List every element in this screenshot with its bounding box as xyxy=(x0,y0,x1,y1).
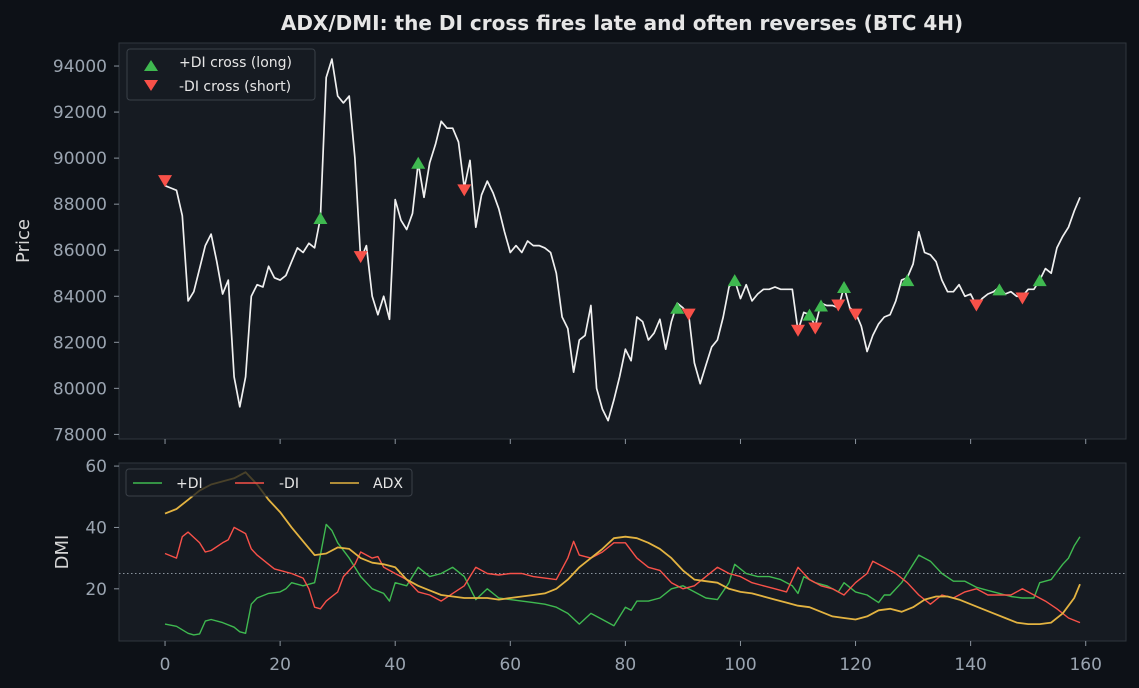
dmi-y-ticks: 20 40 60 xyxy=(85,457,119,600)
short-signal-marker xyxy=(681,308,696,321)
legend-short-label: -DI cross (short) xyxy=(179,79,291,95)
legend-adx-label: ADX xyxy=(373,476,403,492)
x-tick-label: 140 xyxy=(954,655,986,675)
long-signal-marker xyxy=(727,274,742,287)
dmi-y-tick-label: 40 xyxy=(85,518,107,538)
long-signal-marker xyxy=(411,156,426,169)
price-plot-area xyxy=(118,42,1127,440)
dmi-x-ticks: 0 20 40 60 80 100 120 140 160 xyxy=(160,641,1102,675)
price-x-ticks xyxy=(164,439,1087,444)
dmi-y-tick-label: 20 xyxy=(85,580,107,600)
legend-short-marker-icon xyxy=(144,80,158,91)
price-axis-label: Price xyxy=(13,219,34,263)
price-y-tick-label: 84000 xyxy=(53,287,107,307)
price-series xyxy=(164,58,1081,422)
minus-di-line xyxy=(164,526,1081,624)
price-y-tick-label: 94000 xyxy=(53,57,107,77)
short-signal-marker xyxy=(791,324,806,337)
legend-long-marker-icon xyxy=(144,60,158,71)
short-signal-marker xyxy=(457,184,472,197)
long-signal-marker xyxy=(1032,274,1047,287)
signal-markers xyxy=(158,156,1047,337)
short-signal-marker xyxy=(808,322,823,335)
x-tick-label: 0 xyxy=(160,655,171,675)
x-tick-label: 160 xyxy=(1069,655,1101,675)
long-signal-marker xyxy=(802,308,817,321)
dmi-axis-label: DMI xyxy=(52,535,73,570)
long-signal-marker xyxy=(814,299,829,312)
short-signal-marker xyxy=(353,251,368,264)
short-signal-marker xyxy=(1015,292,1030,305)
plus-di-line xyxy=(164,523,1081,636)
dmi-y-tick-label: 60 xyxy=(85,457,107,477)
legend-long-label: +DI cross (long) xyxy=(179,55,292,71)
long-signal-marker xyxy=(670,301,685,314)
x-tick-label: 20 xyxy=(269,655,291,675)
x-tick-label: 120 xyxy=(839,655,871,675)
price-panel: Price 78000 80000 82000 84000 86000 88000 9000… xyxy=(13,42,1127,445)
adx-line xyxy=(164,471,1081,625)
long-signal-marker xyxy=(313,211,328,224)
price-y-tick-label: 80000 xyxy=(53,379,107,399)
legend-minus-di-label: -DI xyxy=(279,476,299,492)
short-signal-marker xyxy=(831,299,846,312)
price-y-tick-label: 92000 xyxy=(53,103,107,123)
x-tick-label: 80 xyxy=(615,655,637,675)
price-y-ticks: 78000 80000 82000 84000 86000 88000 90000 92000… xyxy=(53,57,119,445)
price-legend-box xyxy=(126,48,316,101)
long-signal-marker xyxy=(992,283,1007,296)
price-y-tick-label: 88000 xyxy=(53,195,107,215)
short-signal-marker xyxy=(158,175,173,188)
price-y-tick-label: 90000 xyxy=(53,149,107,169)
price-y-tick-label: 78000 xyxy=(53,425,107,445)
x-tick-label: 60 xyxy=(499,655,521,675)
long-signal-marker xyxy=(900,274,915,287)
short-signal-marker xyxy=(848,308,863,321)
price-y-tick-label: 82000 xyxy=(53,333,107,353)
short-signal-marker xyxy=(969,299,984,312)
legend-plus-di-label: +DI xyxy=(176,476,203,492)
dmi-legend: +DI -DI ADX xyxy=(125,468,413,497)
long-signal-marker xyxy=(837,281,852,294)
dmi-series xyxy=(164,471,1081,636)
x-tick-label: 100 xyxy=(724,655,756,675)
chart-title: ADX/DMI: the DI cross fires late and oft… xyxy=(281,11,963,35)
dmi-panel: DMI 20 40 60 0 20 40 60 80 100 120 140 160 +DI -DI… xyxy=(52,457,1127,675)
price-legend: +DI cross (long) -DI cross (short) xyxy=(126,48,316,101)
price-y-tick-label: 86000 xyxy=(53,241,107,261)
x-tick-label: 40 xyxy=(384,655,406,675)
price-line xyxy=(164,58,1081,422)
dmi-legend-box xyxy=(125,468,413,497)
